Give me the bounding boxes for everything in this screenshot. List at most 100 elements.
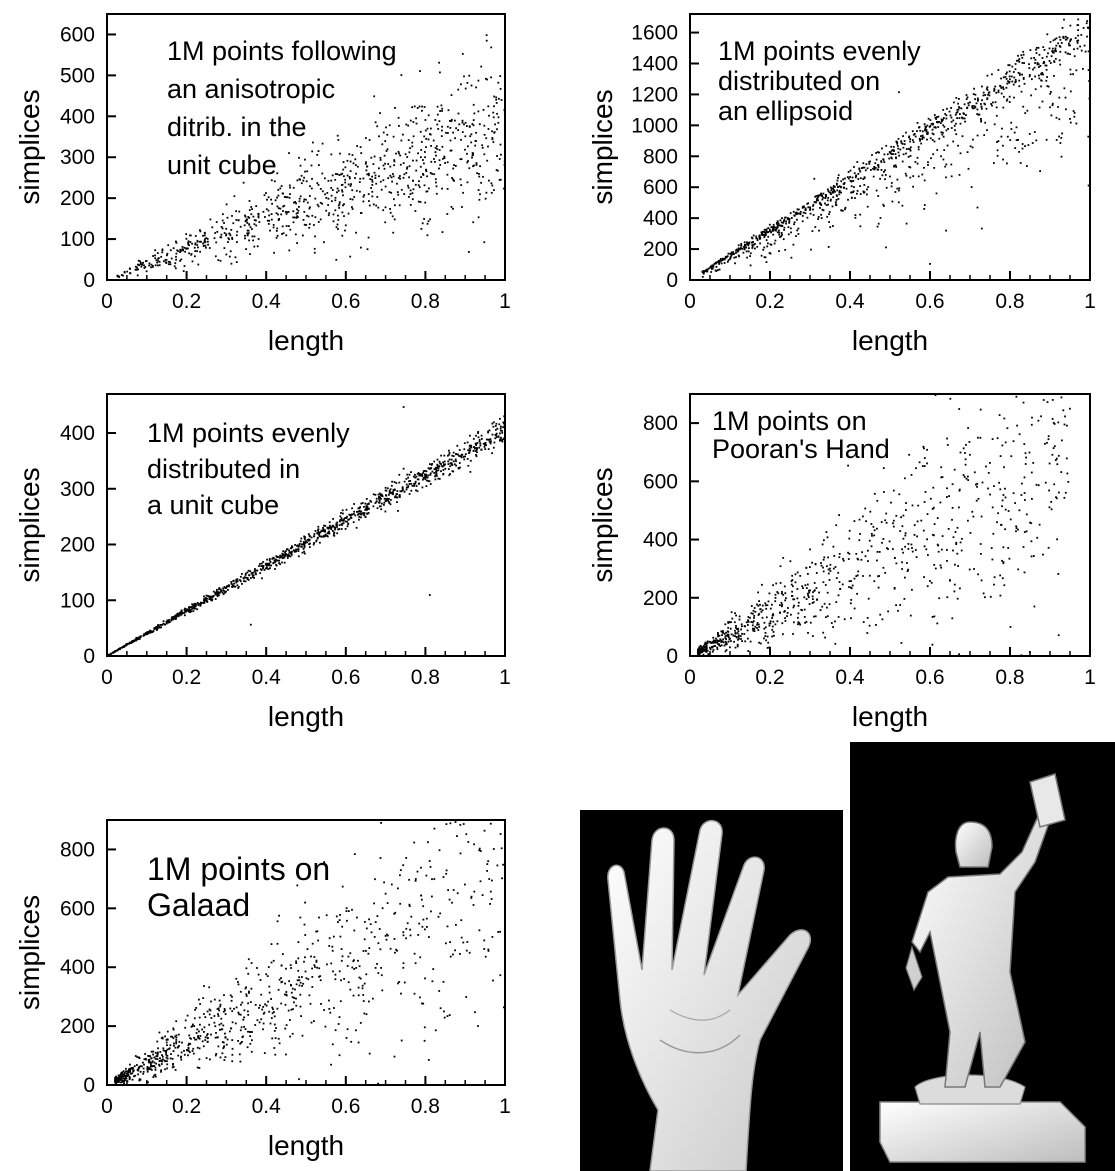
data-point — [997, 140, 1000, 142]
data-point — [170, 257, 173, 260]
data-point — [909, 155, 912, 157]
data-point — [275, 563, 277, 566]
data-point — [710, 265, 712, 268]
data-point — [396, 490, 399, 492]
data-point — [362, 1000, 365, 1002]
data-point — [321, 530, 324, 532]
data-point — [1009, 139, 1012, 141]
data-point — [1002, 494, 1005, 496]
data-point — [495, 98, 498, 101]
data-point — [744, 625, 747, 628]
data-point — [402, 488, 404, 491]
data-point — [972, 138, 974, 141]
data-point — [828, 211, 831, 213]
data-point — [412, 159, 414, 162]
data-point — [441, 231, 444, 233]
data-point — [118, 1081, 120, 1083]
data-point — [734, 635, 736, 637]
data-point — [217, 259, 220, 261]
data-point — [385, 498, 388, 500]
data-point — [455, 460, 457, 463]
data-point — [236, 578, 239, 581]
data-point — [257, 215, 260, 218]
data-point — [936, 543, 939, 546]
data-point — [1058, 96, 1061, 99]
x-axis-label: length — [268, 701, 344, 732]
data-point — [1000, 524, 1003, 526]
data-point — [796, 218, 798, 221]
annotation-line: distributed on — [718, 66, 880, 96]
data-point — [345, 517, 348, 519]
data-point — [1030, 94, 1032, 97]
data-point — [822, 566, 824, 569]
data-point — [427, 474, 430, 477]
data-point — [143, 264, 145, 267]
data-point — [304, 542, 307, 544]
data-point — [500, 436, 502, 439]
x-tick-label: 1 — [499, 290, 511, 313]
data-point — [905, 131, 907, 134]
data-point — [826, 199, 829, 202]
data-point — [774, 229, 777, 231]
data-point — [356, 916, 358, 919]
data-point — [365, 498, 368, 500]
data-point — [266, 219, 269, 222]
data-point — [470, 133, 473, 136]
data-point — [478, 439, 481, 441]
data-point — [380, 974, 383, 977]
data-point — [788, 218, 790, 220]
data-point — [784, 249, 787, 251]
data-point — [273, 1047, 276, 1049]
data-point — [758, 626, 761, 628]
data-point — [442, 876, 445, 878]
data-point — [1087, 184, 1090, 187]
data-point — [756, 603, 758, 606]
data-point — [207, 243, 209, 246]
data-point — [197, 1036, 199, 1038]
data-point — [946, 444, 949, 446]
data-point — [363, 512, 366, 514]
data-point — [417, 934, 420, 936]
data-point — [198, 1030, 200, 1033]
data-point — [321, 142, 324, 145]
data-point — [1040, 73, 1043, 76]
data-point — [484, 197, 487, 200]
data-point — [338, 919, 341, 921]
data-point — [412, 179, 414, 182]
data-point — [370, 931, 373, 934]
plot-annotation: 1M points evenly distributed in a unit cub… — [147, 418, 350, 520]
data-point — [826, 215, 829, 218]
data-point — [231, 1039, 234, 1041]
data-point — [451, 177, 453, 179]
data-point — [718, 643, 721, 646]
data-point — [883, 153, 886, 156]
data-point — [1014, 147, 1017, 149]
data-point — [500, 99, 503, 101]
data-point — [876, 559, 878, 562]
data-point — [757, 629, 760, 631]
data-point — [1021, 147, 1024, 150]
data-point — [296, 215, 298, 218]
data-point — [754, 625, 757, 628]
data-point — [207, 595, 209, 597]
data-point — [914, 549, 917, 551]
data-point — [775, 582, 778, 585]
data-point — [1018, 85, 1021, 88]
data-point — [1008, 64, 1011, 67]
data-point — [137, 1069, 140, 1072]
data-point — [903, 140, 906, 142]
data-point — [973, 568, 975, 570]
data-point — [700, 645, 702, 648]
data-point — [314, 235, 316, 238]
data-point — [933, 114, 936, 116]
data-point — [827, 188, 829, 191]
data-point — [347, 523, 349, 526]
data-point — [243, 1025, 245, 1028]
data-point — [492, 141, 495, 143]
data-point — [1015, 139, 1018, 141]
data-point — [272, 224, 275, 226]
data-point — [301, 545, 303, 548]
data-point — [1072, 110, 1075, 112]
data-point — [389, 503, 392, 506]
data-point — [447, 454, 449, 457]
